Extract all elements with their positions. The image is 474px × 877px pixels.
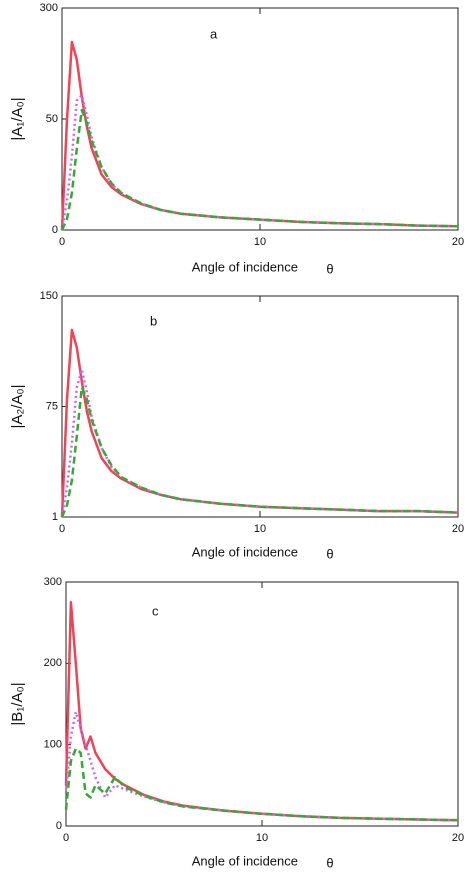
x-axis-label: Angle of incidence <box>192 259 298 274</box>
x-tick-label: 10 <box>254 523 266 535</box>
x-axis-symbol: θ <box>326 261 333 276</box>
y-axis-label: |A₂/A₀| <box>9 384 26 428</box>
y-tick-label: 200 <box>44 657 62 669</box>
panel-label: a <box>210 26 218 41</box>
series-line <box>60 368 459 518</box>
panel-label: b <box>150 313 157 328</box>
y-tick-label: 0 <box>52 224 58 236</box>
x-tick-label: 20 <box>452 832 464 844</box>
x-axis-symbol: θ <box>326 546 333 561</box>
series-line <box>60 386 459 518</box>
plot-frame <box>61 295 459 518</box>
y-tick-label: 300 <box>44 576 62 588</box>
series-line <box>60 108 459 231</box>
y-tick-label: 1 <box>52 511 58 523</box>
y-tick-label: 0 <box>56 820 62 832</box>
series-line <box>64 710 459 822</box>
x-tick-label: 10 <box>254 236 266 248</box>
y-tick-label: 150 <box>40 290 58 302</box>
x-axis-symbol: θ <box>326 855 333 870</box>
y-axis-label: |A₁/A₀| <box>9 97 26 140</box>
x-tick-label: 0 <box>59 523 65 535</box>
x-tick-label: 0 <box>63 832 69 844</box>
x-tick-label: 20 <box>452 236 464 248</box>
series-line <box>64 747 459 822</box>
y-axis-label: |B₁/A₀| <box>9 682 26 725</box>
y-tick-label: 300 <box>40 2 58 14</box>
series-line <box>60 328 459 518</box>
series-line <box>60 40 459 231</box>
x-tick-label: 10 <box>256 832 268 844</box>
y-tick-label: 50 <box>46 113 58 125</box>
panel-label: c <box>152 603 159 618</box>
x-axis-label: Angle of incidence <box>192 544 298 559</box>
series-line <box>64 601 459 822</box>
x-tick-label: 0 <box>59 236 65 248</box>
y-tick-label: 100 <box>44 739 62 751</box>
x-tick-label: 20 <box>452 523 464 535</box>
series-line <box>60 94 459 231</box>
plot-frame <box>65 581 459 827</box>
x-axis-label: Angle of incidence <box>192 853 298 868</box>
plot-frame <box>61 7 459 231</box>
y-tick-label: 75 <box>46 400 58 412</box>
